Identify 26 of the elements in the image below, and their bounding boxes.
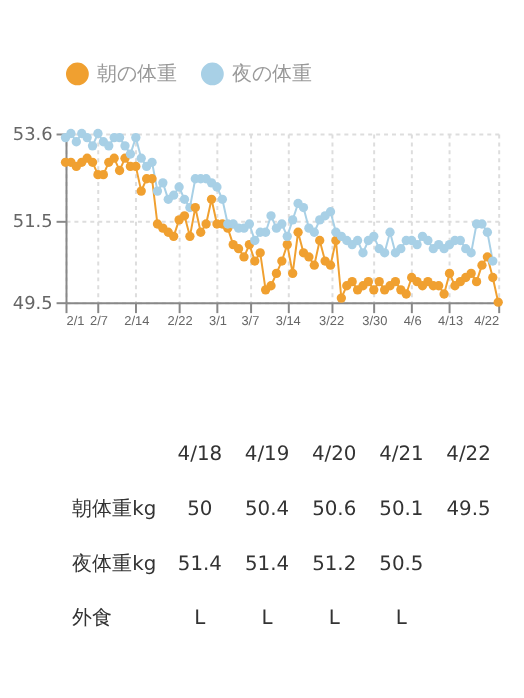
text: 50.1 [379, 499, 424, 522]
y-tick-label: 51.5 [12, 212, 53, 233]
y-tick-label: 53.6 [12, 126, 54, 147]
text: 50 [187, 499, 213, 522]
legend-label: 夜の体重 [232, 61, 313, 86]
category-label: 4/19 [244, 444, 290, 467]
text: L [261, 608, 273, 631]
text: 49.5 [446, 499, 491, 522]
y-tick-label: 49.5 [12, 295, 53, 316]
category-label: 4/20 [311, 444, 357, 467]
legend-label: 朝の体重 [97, 61, 178, 86]
category-label: 夜体重kg [72, 553, 157, 576]
category-label: 4/21 [379, 444, 424, 467]
text: L [395, 608, 407, 631]
text: L [194, 608, 206, 631]
category-label: 4/22 [446, 444, 491, 467]
text: 50.4 [244, 499, 290, 522]
category-label: 4/18 [177, 444, 223, 467]
text: 51.4 [244, 553, 290, 576]
text: 51.4 [177, 553, 222, 576]
text: 51.2 [312, 553, 357, 576]
text: 50.5 [379, 553, 424, 576]
text: L [328, 608, 340, 631]
text: 50.6 [312, 499, 357, 522]
category-label: 朝体重kg [72, 499, 157, 522]
category-label: 外食 [72, 608, 113, 631]
